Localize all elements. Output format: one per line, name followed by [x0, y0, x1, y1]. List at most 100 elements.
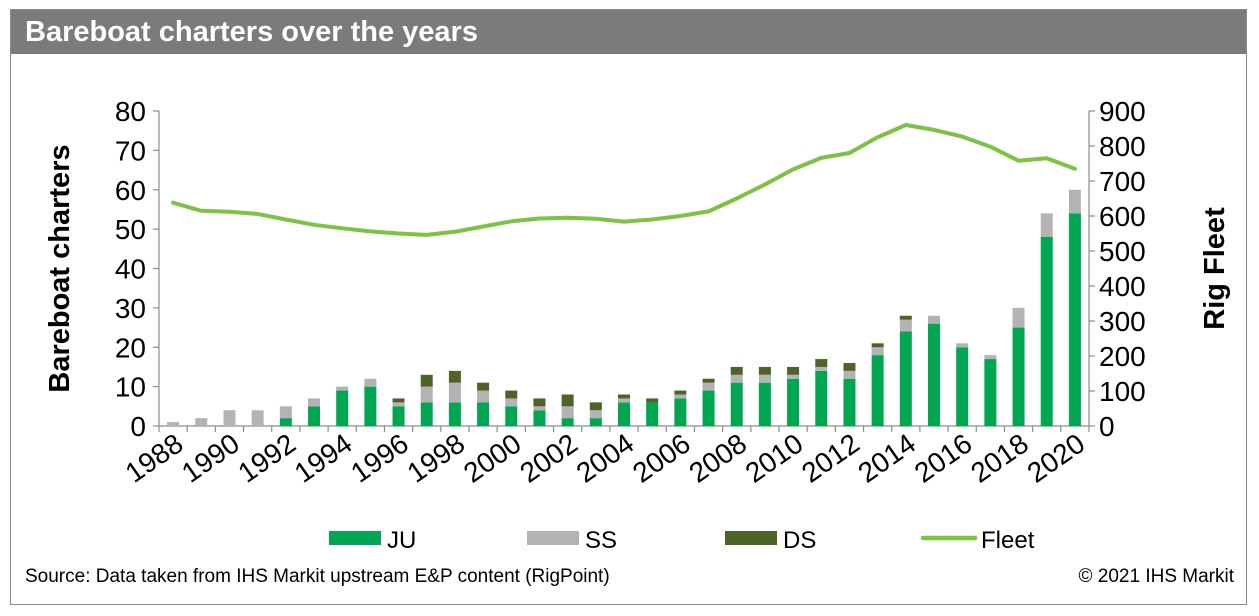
bar-ds	[871, 343, 884, 348]
bar-ss	[420, 386, 433, 403]
y2-tick-label: 500	[1099, 236, 1146, 267]
x-tick-label: 1992	[232, 428, 301, 489]
y2-tick-label: 300	[1099, 306, 1146, 337]
legend-swatch-ss	[527, 531, 579, 545]
bar-ds	[787, 366, 800, 375]
bar-ju	[505, 406, 518, 426]
plot-area: 0102030405060708001002003004005006007008…	[44, 96, 1231, 554]
x-tick-label: 2000	[458, 428, 527, 489]
bar-ss	[561, 406, 574, 419]
bar-ss	[223, 410, 236, 426]
y-tick-label: 60	[115, 175, 146, 206]
y2-axis-title: Rig Fleet	[1199, 207, 1231, 330]
bar-ss	[308, 398, 320, 407]
y-tick-label: 0	[130, 411, 146, 442]
bar-ju	[1040, 237, 1053, 426]
chart-svg: 0102030405060708001002003004005006007008…	[44, 96, 1231, 554]
y-tick-label: 40	[115, 254, 146, 285]
x-tick-label: 2018	[965, 428, 1034, 489]
bar-ds	[448, 370, 461, 383]
bar-ss	[674, 394, 687, 399]
bar-ds	[646, 398, 659, 403]
bar-ju	[702, 390, 715, 426]
legend-label-ds: DS	[783, 527, 816, 554]
bar-ss	[758, 374, 771, 383]
legend-swatch-ju	[329, 531, 381, 545]
bar-ss	[167, 422, 180, 426]
x-tick-label: 2010	[740, 428, 809, 489]
bar-ju	[928, 323, 940, 426]
bar-ss	[618, 398, 630, 403]
bar-ju	[308, 406, 320, 426]
y-tick-label: 20	[115, 332, 146, 363]
bar-ds	[533, 398, 546, 407]
bar-ju	[477, 402, 490, 426]
bar-ju	[871, 355, 884, 426]
bar-ss	[730, 374, 743, 383]
legend-label-ss: SS	[585, 527, 617, 554]
x-tick-label: 2004	[571, 428, 640, 489]
bar-ss	[336, 386, 349, 391]
y2-tick-label: 0	[1099, 411, 1115, 442]
y2-tick-label: 600	[1099, 201, 1146, 232]
y-tick-label: 50	[115, 214, 146, 245]
bar-ss	[251, 410, 264, 426]
y2-tick-label: 700	[1099, 166, 1146, 197]
bar-ds	[730, 366, 743, 375]
bar-ss	[505, 398, 518, 407]
bar-ds	[702, 378, 715, 383]
chart-panel: Bareboat charters over the years 0 10 20 30…	[10, 9, 1247, 605]
bar-ss	[477, 390, 490, 403]
bar-ds	[392, 398, 405, 403]
x-tick-label: 1998	[402, 428, 471, 489]
x-tick-label: 1996	[345, 428, 414, 489]
x-tick-label: 1990	[176, 428, 245, 489]
x-tick-label: 2014	[852, 428, 921, 489]
bar-ju	[589, 418, 602, 426]
y2-tick-label: 100	[1099, 376, 1146, 407]
y2-tick-label: 400	[1099, 271, 1146, 302]
bar-ju	[448, 402, 461, 426]
y2-tick-label: 900	[1099, 96, 1146, 127]
bar-ju	[899, 331, 912, 426]
bar-ds	[618, 394, 630, 399]
y-tick-label: 80	[115, 96, 146, 127]
fleet-line	[171, 123, 1077, 237]
bar-ju	[336, 390, 349, 426]
bar-ds	[420, 374, 433, 387]
x-tick-label: 2020	[1022, 428, 1091, 489]
bar-ju	[984, 359, 997, 426]
bar-ju	[392, 406, 405, 426]
bar-ju	[646, 402, 659, 426]
bar-ss	[956, 343, 969, 348]
legend-label-ju: JU	[387, 527, 416, 554]
bar-ju	[730, 382, 743, 426]
x-tick-label: 1994	[289, 428, 358, 489]
bar-ds	[674, 390, 687, 395]
bar-ss	[871, 347, 884, 356]
bar-ju	[787, 378, 800, 426]
bar-ss	[279, 406, 292, 419]
bar-ju	[561, 418, 574, 426]
bar-ss	[984, 355, 997, 360]
bar-ss	[815, 366, 828, 371]
bar-ju	[364, 386, 377, 426]
y-tick-label: 10	[115, 372, 146, 403]
bar-ds	[505, 390, 518, 399]
bar-ju	[843, 378, 856, 426]
legend-swatch-ds	[725, 531, 777, 545]
x-tick-label: 2002	[514, 428, 583, 489]
legend-label-fleet: Fleet	[981, 527, 1035, 554]
bar-ju	[1012, 327, 1025, 426]
x-tick-label: 2012	[796, 428, 865, 489]
bar-ss	[702, 382, 715, 391]
bar-ss	[1012, 307, 1025, 328]
x-tick-label: 2008	[683, 428, 752, 489]
bar-ds	[561, 394, 574, 407]
bar-ju	[815, 370, 828, 426]
chart-title: Bareboat charters over the years	[25, 16, 478, 48]
bar-ss	[589, 410, 602, 419]
bar-ds	[758, 366, 771, 375]
bar-ss	[1040, 213, 1053, 237]
y2-tick-label: 200	[1099, 341, 1146, 372]
